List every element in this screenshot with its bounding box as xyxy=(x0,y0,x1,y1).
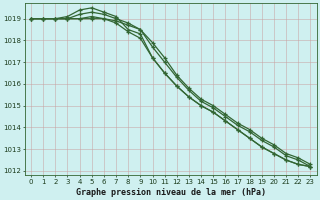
X-axis label: Graphe pression niveau de la mer (hPa): Graphe pression niveau de la mer (hPa) xyxy=(76,188,266,197)
